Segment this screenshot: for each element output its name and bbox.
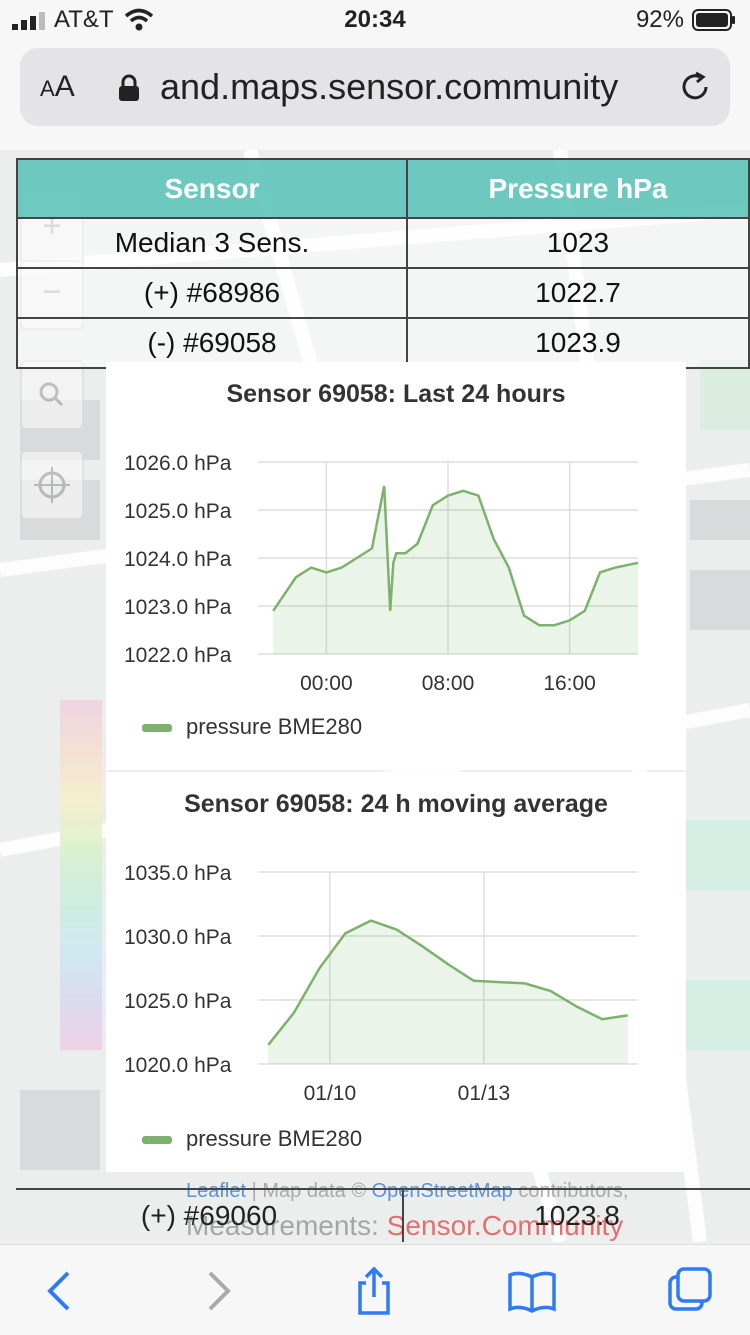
table-row[interactable]: (+) #68986 1022.7 [16,267,750,319]
chart-legend[interactable]: pressure BME280 [142,1126,362,1152]
x-tick-label: 01/10 [304,1082,357,1105]
legend-label: pressure BME280 [186,1126,363,1151]
pressure-value-cell: 1023 [406,217,750,269]
y-tick-label: 1030.0 hPa [124,926,232,949]
browser-toolbar [0,1244,750,1335]
reader-options-button[interactable]: AA [40,70,75,103]
chart-title: Sensor 69058: 24 h moving average [184,790,608,818]
map-attribution: Leaflet | Map data © OpenStreetMap contr… [186,1180,628,1203]
column-header-pressure: Pressure hPa [406,158,750,219]
bookmarks-icon[interactable] [506,1265,558,1317]
forward-icon[interactable] [190,1265,242,1317]
sensor-community-link[interactable]: Sensor.Community [386,1210,624,1241]
tabs-icon[interactable] [664,1265,716,1317]
pressure-value-cell: 1023.8 [534,1200,620,1231]
sensor-name-cell: Median 3 Sens. [16,217,408,269]
legend-label: pressure BME280 [186,714,363,739]
search-icon [39,382,64,407]
chart-legend[interactable]: pressure BME280 [142,714,362,740]
attribution-text: | Map data © [246,1180,372,1202]
sensor-name-cell: (+) #69060 [16,1190,404,1242]
legend-swatch [142,724,172,733]
series-area [268,920,628,1064]
y-tick-label: 1035.0 hPa [124,862,232,885]
address-bar[interactable]: AA and.maps.sensor.community [20,48,730,126]
series-line [272,485,639,627]
chart-title: Sensor 69058: Last 24 hours [226,380,566,408]
sensor-name-cell: (-) #69058 [16,317,408,369]
y-tick-label: 1025.0 hPa [124,990,232,1013]
battery-icon [692,9,735,31]
chart-moving-average-plot: 1035.0 hPa 1030.0 hPa 1025.0 hPa 1020.0 hPa… [124,862,638,1105]
legend-swatch [142,1136,172,1145]
sensor-table: Sensor Pressure hPa Median 3 Sens. 1023 … [16,158,750,369]
lock-icon [119,74,139,101]
y-tick-label: 1020.0 hPa [124,1054,232,1077]
y-tick-label: 1022.0 hPa [124,644,232,667]
chart-card-24h: Sensor 69058: Last 24 hours 1026.0 hPa 10… [106,362,686,770]
y-tick-label: 1025.0 hPa [124,500,232,523]
chart-card-moving-average: Sensor 69058: 24 h moving average 1035.0… [106,772,686,1172]
x-tick-label: 00:00 [300,672,353,695]
search-button[interactable] [20,360,84,430]
table-row[interactable]: Median 3 Sens. 1023 [16,217,750,269]
chart-24h-plot: 1026.0 hPa 1025.0 hPa 1024.0 hPa 1023.0 hPa… [124,452,639,695]
column-header-sensor: Sensor [16,158,408,219]
url-text[interactable]: and.maps.sensor.community [160,66,619,107]
locate-button[interactable] [20,450,84,520]
battery-percent: 92% [635,6,684,33]
reload-icon[interactable] [678,70,712,104]
attribution-text: Measurements: [186,1210,387,1241]
carrier-label: AT&T [54,6,114,33]
leaflet-link[interactable]: Leaflet [186,1180,247,1202]
series-area [273,486,638,654]
pressure-value-cell: 1022.7 [406,267,750,319]
color-scale-legend [60,700,102,1050]
y-tick-label: 1023.0 hPa [124,596,232,619]
x-tick-label: 01/13 [458,1082,511,1105]
share-icon[interactable] [348,1265,400,1317]
sensor-name-cell: (+) #68986 [16,267,408,319]
x-tick-label: 16:00 [543,672,596,695]
y-tick-label: 1024.0 hPa [124,548,232,571]
x-tick-label: 08:00 [422,672,475,695]
osm-link[interactable]: OpenStreetMap [371,1180,513,1202]
table-row[interactable]: (-) #69058 1023.9 [16,317,750,369]
wifi-icon [124,8,154,31]
clock: 20:34 [344,6,406,33]
table-row[interactable]: (+) #69060 1023.8 [16,1188,750,1242]
crosshair-icon [34,467,70,503]
pressure-value-cell: 1023.9 [406,317,750,369]
y-tick-label: 1026.0 hPa [124,452,232,475]
series-line [267,919,628,1046]
signal-icon [12,12,45,30]
table-header-row: Sensor Pressure hPa [16,158,750,219]
status-bar: AT&T 20:34 92% [0,0,750,40]
back-icon[interactable] [36,1265,88,1317]
attribution-text: contributors, [512,1180,629,1202]
browser-header: AA and.maps.sensor.community [0,40,750,150]
